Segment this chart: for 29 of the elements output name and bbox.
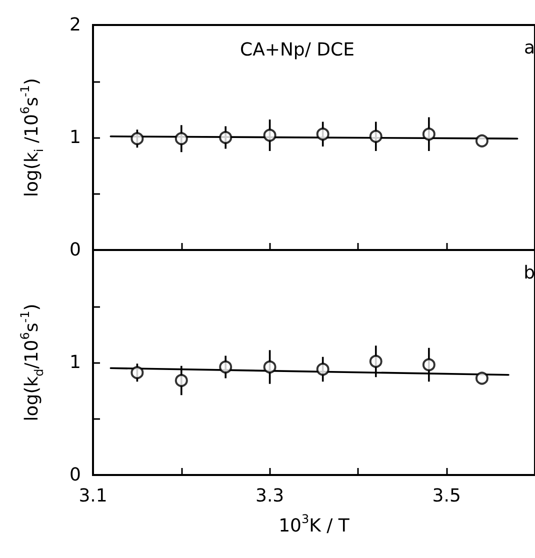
point	[219, 131, 232, 144]
x-tick-label: 3.3	[255, 486, 284, 506]
point	[263, 360, 276, 374]
point	[130, 366, 144, 380]
point	[422, 128, 436, 141]
point	[475, 134, 488, 148]
y-tick-label: 1	[70, 352, 81, 373]
point	[174, 132, 188, 146]
point	[263, 128, 276, 142]
y-tick-label: 2	[70, 14, 81, 36]
annotation: a	[524, 38, 535, 58]
x-tick-label: 3.1	[78, 486, 108, 506]
point	[475, 372, 488, 385]
y-axis-title: log(ki /106s-1)	[18, 78, 46, 197]
annotation: b	[524, 262, 535, 284]
point	[316, 362, 330, 376]
y-tick-label: 0	[70, 464, 81, 486]
point	[369, 130, 382, 143]
point	[369, 354, 382, 368]
x-tick-label: 3.5	[432, 486, 461, 506]
point	[422, 358, 436, 372]
y-axis-title: log(kd/106s-1)	[18, 304, 46, 422]
point	[316, 128, 330, 141]
y-tick-label: 1	[70, 127, 81, 148]
y-tick-label: 0	[70, 240, 81, 260]
annotation: CA+Np/ DCE	[240, 40, 354, 60]
point	[219, 360, 232, 374]
point	[130, 132, 144, 146]
point	[174, 374, 188, 387]
